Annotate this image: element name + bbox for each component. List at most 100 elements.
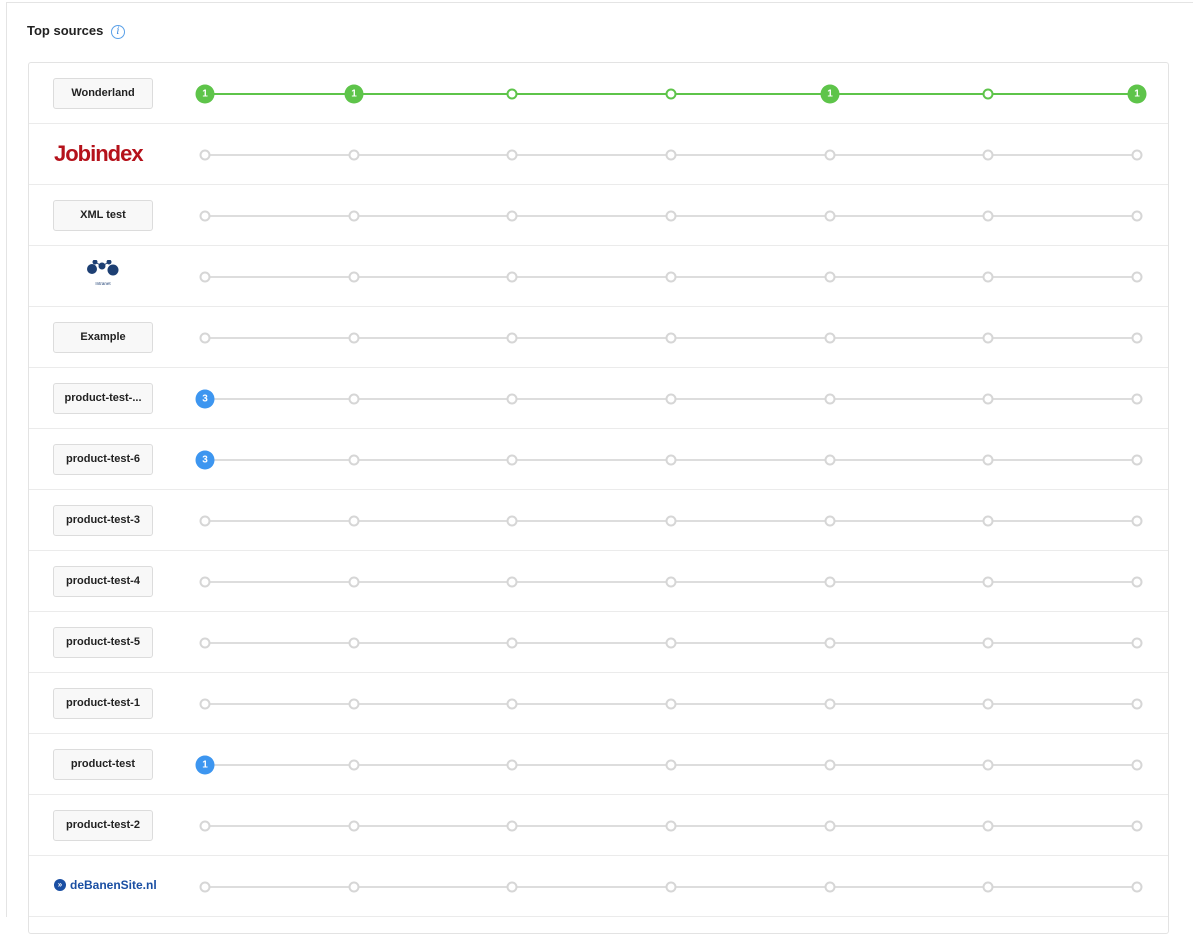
timeline-node[interactable] [824,332,836,344]
timeline-node[interactable]: 1 [1127,84,1147,104]
timeline-node[interactable] [506,210,518,222]
timeline-node[interactable] [982,820,994,832]
timeline-node[interactable] [824,881,836,893]
timeline-node[interactable] [506,332,518,344]
timeline-node[interactable] [199,698,211,710]
timeline-node[interactable] [665,393,677,405]
timeline-node[interactable] [824,454,836,466]
timeline-node[interactable]: 1 [195,755,215,775]
source-button[interactable]: product-test-3 [53,505,153,536]
timeline-node[interactable] [982,332,994,344]
timeline-node[interactable] [982,515,994,527]
timeline-node[interactable] [199,515,211,527]
timeline-node[interactable] [348,515,360,527]
timeline-node[interactable] [824,149,836,161]
source-button[interactable]: product-test-5 [53,627,153,658]
timeline-node[interactable] [982,393,994,405]
timeline-node[interactable] [824,698,836,710]
timeline-node[interactable] [982,88,994,100]
timeline-node[interactable] [665,881,677,893]
timeline-node[interactable] [506,637,518,649]
timeline-node[interactable] [1131,454,1143,466]
source-button[interactable]: product-test-6 [53,444,153,475]
timeline-node[interactable] [506,271,518,283]
timeline-node[interactable] [665,454,677,466]
timeline-node[interactable] [1131,576,1143,588]
timeline-node[interactable] [199,271,211,283]
timeline-node[interactable] [665,271,677,283]
timeline-node[interactable]: 3 [195,389,215,409]
timeline-node[interactable] [824,515,836,527]
timeline-node[interactable] [665,149,677,161]
info-icon[interactable]: i [111,25,125,39]
timeline-node[interactable] [506,820,518,832]
source-button[interactable]: product-test-1 [53,688,153,719]
timeline-node[interactable] [982,759,994,771]
timeline-node[interactable] [1131,637,1143,649]
timeline-node[interactable] [348,698,360,710]
timeline-node[interactable] [982,210,994,222]
timeline-node[interactable] [348,820,360,832]
timeline-node[interactable] [665,515,677,527]
timeline-node[interactable] [982,881,994,893]
timeline-node[interactable] [982,576,994,588]
timeline-node[interactable] [824,271,836,283]
timeline-node[interactable] [348,149,360,161]
source-button[interactable]: XML test [53,200,153,231]
timeline-node[interactable] [348,393,360,405]
timeline-node[interactable]: 1 [820,84,840,104]
timeline-node[interactable] [1131,149,1143,161]
timeline-node[interactable] [506,576,518,588]
timeline-node[interactable] [824,576,836,588]
timeline-node[interactable] [1131,698,1143,710]
timeline-node[interactable] [506,515,518,527]
timeline-node[interactable] [506,454,518,466]
timeline-node[interactable] [199,637,211,649]
timeline-node[interactable] [982,271,994,283]
timeline-node[interactable] [506,393,518,405]
timeline-node[interactable] [348,759,360,771]
timeline-node[interactable] [348,881,360,893]
timeline-node[interactable] [1131,271,1143,283]
source-button[interactable]: Wonderland [53,78,153,109]
timeline-node[interactable] [982,698,994,710]
timeline-node[interactable] [665,332,677,344]
timeline-node[interactable] [824,393,836,405]
timeline-node[interactable] [199,576,211,588]
timeline-node[interactable] [1131,332,1143,344]
timeline-node[interactable] [199,332,211,344]
timeline-node[interactable] [665,576,677,588]
timeline-node[interactable] [348,454,360,466]
timeline-node[interactable] [506,698,518,710]
timeline-node[interactable] [348,271,360,283]
timeline-node[interactable] [982,637,994,649]
timeline-node[interactable]: 1 [344,84,364,104]
timeline-node[interactable] [199,149,211,161]
timeline-node[interactable] [665,698,677,710]
timeline-node[interactable] [824,759,836,771]
timeline-node[interactable] [1131,515,1143,527]
timeline-node[interactable] [348,210,360,222]
timeline-node[interactable] [1131,393,1143,405]
jobindex-logo[interactable]: Jobindex [54,141,144,166]
timeline-node[interactable] [1131,759,1143,771]
timeline-node[interactable] [665,759,677,771]
timeline-node[interactable]: 1 [195,84,215,104]
timeline-node[interactable] [824,820,836,832]
timeline-node[interactable] [348,332,360,344]
timeline-node[interactable] [1131,210,1143,222]
timeline-node[interactable] [665,820,677,832]
timeline-node[interactable] [665,637,677,649]
timeline-node[interactable] [506,149,518,161]
intranet-logo[interactable]: Intranet [86,259,120,292]
source-button[interactable]: product-test-4 [53,566,153,597]
timeline-node[interactable] [824,210,836,222]
timeline-node[interactable] [199,820,211,832]
timeline-node[interactable] [199,881,211,893]
source-button[interactable]: product-test-... [53,383,153,414]
timeline-node[interactable] [1131,881,1143,893]
source-button[interactable]: product-test [53,749,153,780]
timeline-node[interactable] [665,210,677,222]
timeline-node[interactable] [506,759,518,771]
timeline-node[interactable] [982,454,994,466]
